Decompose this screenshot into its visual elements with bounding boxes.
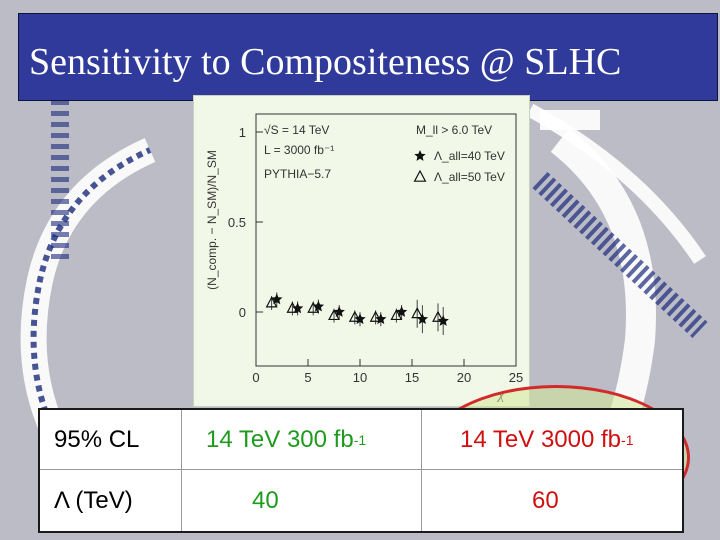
x-tick-label: 25 — [509, 370, 523, 385]
x-tick-label: 5 — [304, 370, 311, 385]
data-point-star — [291, 302, 304, 314]
data-point-star — [312, 300, 325, 312]
slide-title: Sensitivity to Compositeness @ SLHC — [29, 41, 622, 83]
legend-label-1: Λ_all=40 TeV — [434, 149, 505, 163]
plot-frame — [255, 113, 517, 367]
data-point-triangle — [369, 310, 382, 322]
row2-col1-text: 40 — [252, 486, 279, 514]
annotation: √S = 14 TeV — [264, 123, 329, 137]
row1-col1-text: 14 TeV 300 fb — [206, 425, 354, 453]
annotation: PYTHIA−5.7 — [264, 167, 331, 181]
row1-col1-sup: -1 — [353, 431, 367, 448]
data-point-triangle — [390, 308, 403, 321]
y-tick-label: 1 — [239, 125, 246, 140]
x-tick-label: 15 — [405, 370, 419, 385]
row1-col2-text: 14 TeV 3000 fb — [460, 425, 622, 453]
row2-col2: 60 — [422, 470, 682, 531]
data-point-triangle — [411, 307, 424, 319]
annotation: L = 3000 fb⁻¹ — [264, 143, 334, 157]
data-point-triangle — [328, 308, 340, 321]
y-tick-label: 0.5 — [228, 215, 246, 230]
annotation: M_ll > 6.0 TeV — [416, 123, 492, 137]
y-tick-label: 0 — [239, 305, 246, 320]
x-tick-label: 10 — [353, 370, 367, 385]
data-point-triangle — [432, 310, 444, 322]
row2-label: Λ (TeV) — [40, 470, 182, 531]
y-axis-label: (N_comp. − N_SM)/N_SM — [205, 150, 219, 290]
row1-col2-sup: -1 — [621, 431, 634, 448]
row1-col2: 14 TeV 3000 fb -1 — [422, 410, 682, 470]
row1-col1: 14 TeV 300 fb -1 — [182, 410, 422, 470]
legend-label-2: Λ_all=50 TeV — [434, 170, 505, 184]
x-tick-label: 0 — [252, 370, 259, 385]
data-point-triangle — [286, 301, 299, 313]
row1-label-text: 95% CL — [54, 425, 140, 453]
legend-triangle-marker — [413, 169, 427, 182]
results-table: 95% CL 14 TeV 300 fb -1 14 TeV 3000 fb -1 … — [38, 408, 684, 533]
data-point-triangle — [265, 296, 278, 308]
data-point-triangle — [307, 301, 320, 313]
title-bar: Sensitivity to Compositeness @ SLHC — [18, 13, 718, 101]
row2-label-text: Λ (TeV) — [54, 486, 133, 514]
row2-col1: 40 — [182, 470, 422, 531]
row1-label: 95% CL — [40, 410, 182, 470]
row2-col2-text: 60 — [532, 486, 559, 514]
data-point-triangle — [348, 310, 361, 322]
x-tick-label: 20 — [457, 370, 471, 385]
data-point-star — [416, 313, 429, 325]
legend-star-marker — [414, 150, 426, 161]
